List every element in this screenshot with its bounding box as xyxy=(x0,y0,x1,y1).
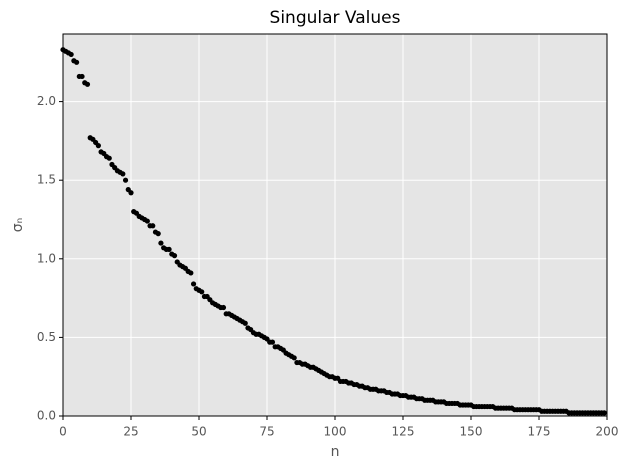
point xyxy=(79,73,85,80)
y-tick-label: 1.0 xyxy=(37,251,56,265)
point xyxy=(120,171,126,177)
x-tick-label: 200 xyxy=(596,425,619,439)
y-tick-label: 0.5 xyxy=(37,330,56,344)
x-tick-label: 150 xyxy=(460,425,483,439)
x-axis-label: n xyxy=(331,444,340,460)
point xyxy=(601,410,607,416)
y-tick-label: 0.0 xyxy=(37,409,56,423)
x-tick-label: 75 xyxy=(259,425,274,439)
point xyxy=(106,155,112,161)
point xyxy=(291,355,297,361)
x-tick-label: 0 xyxy=(59,425,67,439)
point xyxy=(155,231,161,237)
point xyxy=(199,289,205,295)
point xyxy=(144,218,150,224)
point xyxy=(158,240,164,246)
point xyxy=(166,246,172,252)
x-tick-label: 50 xyxy=(191,425,206,439)
point xyxy=(269,339,276,345)
x-tick-label: 100 xyxy=(324,425,347,439)
x-tick-label: 125 xyxy=(392,425,415,439)
point xyxy=(242,320,248,326)
point xyxy=(150,223,156,229)
point xyxy=(68,51,74,58)
point xyxy=(190,281,197,287)
x-tick-label: 175 xyxy=(528,425,551,439)
point xyxy=(220,304,227,311)
point xyxy=(128,190,134,196)
x-tick-label: 25 xyxy=(123,425,138,439)
y-tick-label: 2.0 xyxy=(37,94,56,108)
plot-frame xyxy=(62,33,608,417)
y-axis-label: σₙ xyxy=(10,218,26,232)
point xyxy=(95,143,101,149)
point xyxy=(188,270,194,276)
chart-title: Singular Values xyxy=(270,8,401,28)
point xyxy=(171,253,178,259)
point xyxy=(74,59,80,65)
point xyxy=(84,81,91,87)
point xyxy=(122,177,129,183)
y-tick-label: 1.5 xyxy=(37,173,56,187)
